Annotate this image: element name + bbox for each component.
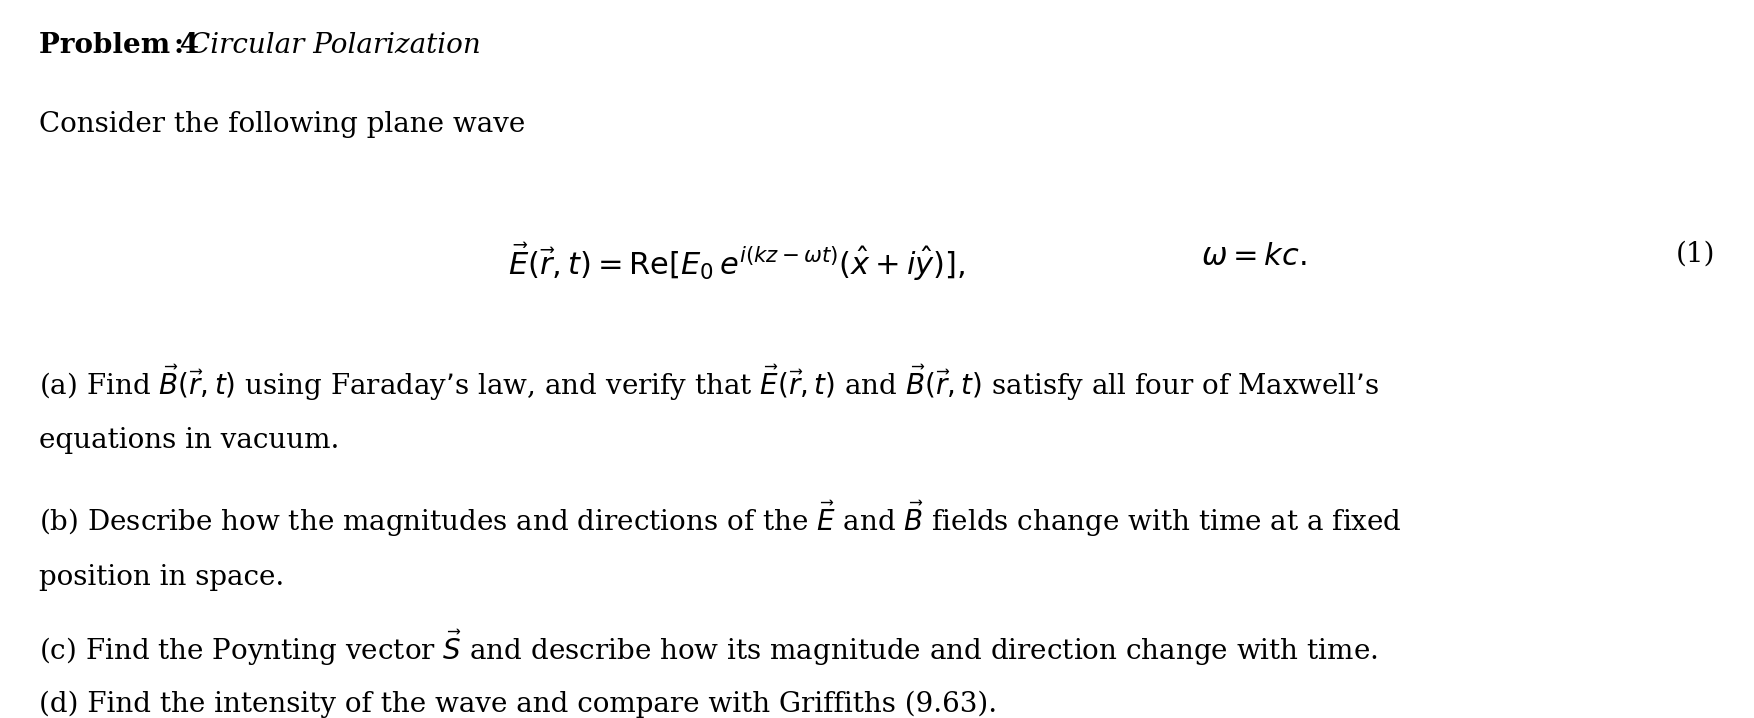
Text: (b) Describe how the magnitudes and directions of the $\vec{E}$ and $\vec{B}$ fi: (b) Describe how the magnitudes and dire… (39, 499, 1401, 539)
Text: equations in vacuum.: equations in vacuum. (39, 427, 339, 454)
Text: :: : (174, 32, 184, 60)
Text: (1): (1) (1675, 241, 1715, 268)
Text: $\vec{E}(\vec{r},t) = \mathrm{Re}[E_0\,e^{i(kz-\omega t)}(\hat{x} + i\hat{y})],$: $\vec{E}(\vec{r},t) = \mathrm{Re}[E_0\,e… (509, 241, 965, 283)
Text: (c) Find the Poynting vector $\vec{S}$ and describe how its magnitude and direct: (c) Find the Poynting vector $\vec{S}$ a… (39, 628, 1377, 668)
Text: position in space.: position in space. (39, 564, 284, 591)
Text: (d) Find the intensity of the wave and compare with Griffiths (9.63).: (d) Find the intensity of the wave and c… (39, 691, 996, 718)
Text: Problem 4: Problem 4 (39, 32, 198, 60)
Text: (a) Find $\vec{B}(\vec{r},t)$ using Faraday’s law, and verify that $\vec{E}(\vec: (a) Find $\vec{B}(\vec{r},t)$ using Fara… (39, 363, 1379, 403)
Text: $\omega = kc.$: $\omega = kc.$ (1201, 241, 1307, 271)
Text: Consider the following plane wave: Consider the following plane wave (39, 111, 524, 139)
Text: Circular Polarization: Circular Polarization (189, 32, 481, 60)
